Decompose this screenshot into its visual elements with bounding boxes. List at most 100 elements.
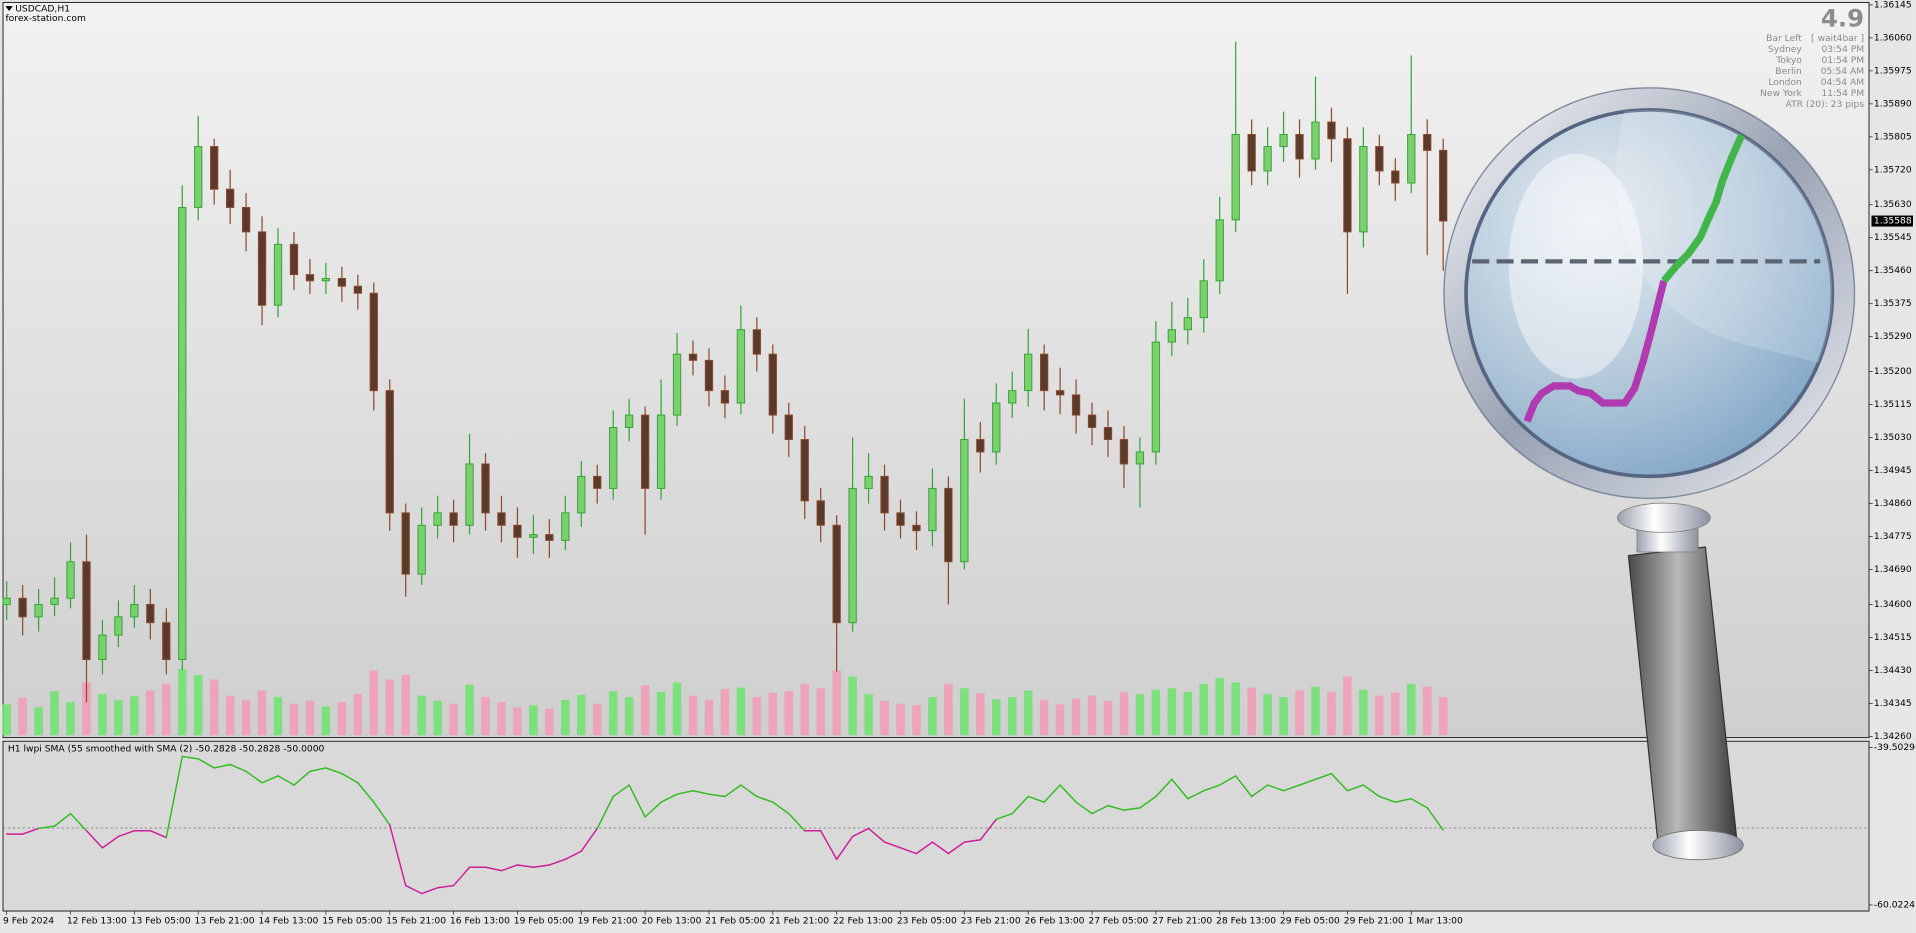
indicator-segment	[899, 847, 918, 855]
indicator-segment	[676, 789, 694, 795]
volume-bar	[2, 704, 11, 736]
indicator-segment	[1346, 784, 1365, 792]
volume-bar	[114, 699, 123, 736]
candle-body	[1135, 451, 1145, 465]
candle-body	[768, 353, 777, 416]
indicator-segment	[564, 850, 583, 861]
y-tick-label: 1.34775	[1874, 532, 1912, 542]
volume-bar	[18, 697, 27, 736]
indicator-segment	[628, 784, 646, 818]
y-tick-label: 1.34945	[1874, 466, 1912, 476]
info-key: Tokyo	[1775, 56, 1802, 66]
candle-body	[1375, 146, 1384, 172]
candle-body	[257, 231, 267, 306]
candle-body	[114, 616, 123, 636]
indicator-segment	[516, 864, 535, 869]
volume-bar	[337, 702, 347, 736]
candle-body	[34, 603, 43, 618]
lens-line-above	[1661, 132, 1746, 284]
volume-bar	[417, 695, 426, 736]
volume-bar	[98, 694, 107, 736]
candle-body	[353, 285, 362, 294]
candle-body	[896, 512, 905, 526]
info-value: 05:54 AM	[1821, 67, 1864, 77]
y-tick-label: 1.35115	[1874, 400, 1912, 410]
indicator-segment	[692, 789, 710, 795]
volume-bar	[465, 684, 474, 736]
candle-body	[18, 597, 27, 618]
symbol-menu-arrow[interactable]	[5, 6, 13, 11]
candle-body	[1040, 353, 1049, 392]
indicator-segment	[69, 812, 88, 832]
candle-body	[1279, 134, 1288, 148]
indicator-segment	[883, 841, 902, 849]
volume-bar	[162, 683, 171, 736]
candle-body	[1263, 146, 1272, 172]
candle-body	[385, 390, 394, 514]
candle-body	[1439, 149, 1448, 222]
x-tick-label: 21 Feb 05:00	[705, 916, 765, 926]
indicator-segment	[261, 775, 279, 784]
volume-bar	[577, 694, 586, 736]
candle-body	[273, 243, 283, 306]
magnifier	[1442, 86, 1856, 861]
candle-body	[1024, 353, 1033, 392]
candle-body	[417, 524, 426, 575]
candle-body	[465, 463, 474, 526]
volume-bar	[1039, 699, 1049, 736]
volume-bar	[1311, 686, 1320, 736]
indicator-segment	[37, 825, 56, 830]
volume-bar	[130, 696, 139, 736]
y-tick-label: 1.35975	[1874, 66, 1912, 76]
x-tick-label: 23 Feb 21:00	[961, 916, 1021, 926]
indicator-segment	[420, 887, 439, 895]
indicator-segment	[612, 784, 630, 798]
volume-bar	[1199, 683, 1209, 736]
volume-bar	[1359, 689, 1368, 736]
volume-bar	[529, 705, 538, 736]
y-tick-label: 1.34860	[1874, 499, 1912, 509]
volume-bar	[720, 689, 730, 736]
indicator-segment	[1426, 807, 1444, 831]
indicator-segment	[756, 795, 774, 803]
indicator-segment	[1203, 784, 1221, 792]
volume-bar	[66, 702, 75, 736]
info-key: New York	[1760, 89, 1803, 99]
volume-bar	[241, 699, 251, 736]
candle-body	[1311, 121, 1320, 160]
candle-body	[178, 206, 187, 661]
indicator-segment	[1234, 775, 1253, 798]
x-tick-label: 13 Feb 05:00	[131, 916, 191, 926]
indicator-segment	[1410, 797, 1428, 809]
candle-body	[337, 277, 347, 287]
y-tick-label: 1.35290	[1874, 332, 1912, 342]
candle-body	[1327, 121, 1336, 140]
candle-body	[1008, 390, 1017, 404]
volume-bar	[752, 697, 762, 736]
indicator-segment	[1218, 775, 1237, 786]
candle-body	[609, 426, 618, 489]
volume-bar	[177, 669, 187, 736]
candle-body	[960, 439, 969, 563]
x-tick-label: 26 Feb 13:00	[1025, 916, 1085, 926]
volume-bar	[960, 688, 969, 736]
volume-bar	[225, 695, 235, 736]
indicator-segment	[660, 793, 678, 803]
symbol-label[interactable]: USDCAD,H1	[15, 5, 70, 15]
volume-bar	[1215, 678, 1225, 736]
info-key: Bar Left	[1766, 34, 1802, 44]
indicator-segment	[404, 884, 423, 895]
lens-line-below	[1523, 279, 1668, 423]
candle-body	[1119, 439, 1129, 465]
indicator-segment	[309, 767, 327, 773]
x-tick-label: 23 Feb 05:00	[897, 916, 957, 926]
volume-bar	[513, 707, 522, 736]
indicator-segment	[931, 841, 950, 855]
volume-bar	[1183, 691, 1193, 736]
x-tick-label: 15 Feb 21:00	[386, 916, 446, 926]
indicator-segment	[1394, 797, 1412, 803]
indicator-segment	[1139, 795, 1157, 809]
candle-body	[912, 524, 921, 532]
info-value: 03:54 PM	[1821, 45, 1864, 55]
